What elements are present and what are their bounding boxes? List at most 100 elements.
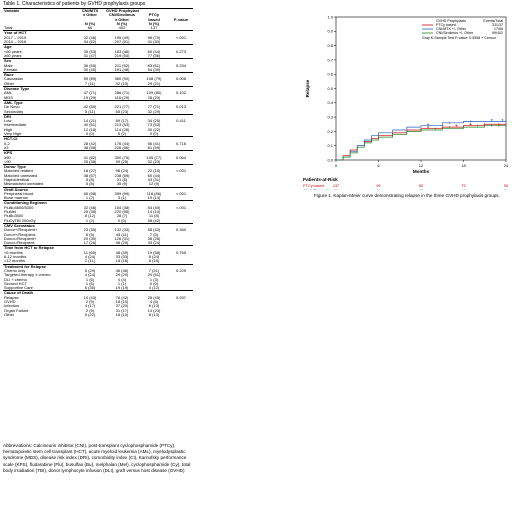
table-row: Peripheral blood 65 (98) 399 (99) 118 (86) <… (3, 192, 193, 196)
censor-mark (501, 118, 504, 122)
table-row: Matched related 18 (27) 98 (24) 22 (16) <.00… (3, 169, 193, 173)
table-row-cell: 22 (16) (147, 169, 161, 174)
section-title-row: KPS (3, 150, 193, 156)
table-row-cell: 213 (53) (114, 123, 130, 128)
section-title-row: Sex (3, 58, 193, 64)
section-title: DRI (3, 113, 193, 120)
censor-mark (490, 118, 494, 122)
table-row-cell: 109 (80) (146, 91, 162, 96)
table-row-cell: >12 months (4, 259, 26, 264)
section-title-row: Year of HCT (3, 30, 193, 36)
table-row-cell: DLI + chemo (4, 277, 27, 282)
table-row-cell: 5 (29) (84, 268, 96, 273)
table-row: >12 months 2 (11) 18 (18) 6 (18) (3, 259, 193, 264)
table-row-cell: 33 (24) (147, 241, 161, 246)
table-row: Mismatched unrelated 5 (8) 35 (9) 12 (9) (3, 182, 193, 187)
table-row-cell: 65 (98) (83, 191, 97, 196)
y-tick-label: 0.0 (327, 157, 333, 162)
table-row-cell: Peripheral blood (4, 191, 34, 196)
table-row-cell: 1 (2) (85, 218, 95, 223)
table-title: Table 1. Characteristics of patients by … (3, 1, 146, 7)
table-row: Organ Failure 2 (9) 31 (17) 14 (23) (3, 309, 193, 313)
table-row-cell: 108 (79) (146, 77, 162, 82)
header-row: ± Other CNI/Sirolimus PTCy (3, 13, 193, 17)
table-row-cell: 0 (0) (117, 218, 127, 223)
table-row-cell: 14 (21) (83, 119, 97, 124)
table-row-cell: 28 (7) (116, 214, 128, 219)
table-row-cell: FluMel (4, 210, 17, 215)
table-row-cell: 0 (0) (149, 281, 159, 286)
table-row-cell: 0-2 (4, 141, 10, 146)
table-row-cell: 47 (71) (83, 91, 97, 96)
table-row-cell: 2 (9) (85, 308, 95, 313)
table-row-cell: 42 (10) (115, 81, 129, 86)
y-tick-label: 0.8 (327, 43, 333, 48)
header-row-cell: N (%) (116, 21, 128, 26)
table-row-cell: 25 (38) (83, 210, 97, 215)
censor-mark (497, 124, 501, 127)
at-risk-value: 80 (419, 184, 423, 188)
table-row-cell: Other (4, 312, 15, 317)
censor-mark (469, 123, 472, 126)
table-row-cell: Chemo only (4, 268, 26, 273)
section-title-row: Age (3, 44, 193, 50)
table-row-cell: ≥60 years (4, 53, 22, 58)
table-row-cell: 41 (62) (83, 155, 97, 160)
table-row-cell: 30 (22) (147, 127, 161, 132)
x-tick-label: 24 (504, 163, 509, 168)
table-row-cell: Infection (4, 304, 20, 309)
table-row-cell: 28 (20) (147, 95, 161, 100)
at-risk-value: 75 (461, 184, 465, 188)
table-row-cell: 211 (52) (114, 63, 130, 68)
censor-mark (483, 123, 486, 126)
y-axis-label: Relapse (305, 79, 310, 97)
table-row-cell: 154 (38) (114, 205, 130, 210)
table-row-cell: 7 (5) (149, 232, 159, 237)
table-row-cell: 36 (55) (83, 63, 97, 68)
table-row-cell: 45 (11) (115, 232, 129, 237)
legend-label: CNI/Sirolimus +/- Other (436, 31, 474, 35)
figure-caption: Figure 1. Kaplan-Meier curve demonstrati… (314, 193, 500, 198)
header-row: ± Other based P-value (3, 18, 193, 22)
table-row: ≥90 41 (62) 300 (75) 105 (77) 0.064 (3, 156, 193, 160)
table-row-cell: 5 (22) (84, 312, 96, 317)
table-row-cell: 59 (89) (83, 77, 97, 82)
table-row-cell: 2017 – 2019 (4, 35, 27, 40)
table-row-cell: 32 (29) (147, 109, 161, 114)
section-title: Donor Type (3, 164, 193, 170)
table-row-cell: 46 (46) (115, 268, 129, 273)
km-curve-2 (336, 125, 506, 161)
table-row-cell: 8 (12) (84, 214, 96, 219)
abbreviations-note: Abbreviations: Calcineurin inhibitor (CN… (3, 443, 191, 473)
table-row-cell: 77 (56) (147, 53, 161, 58)
table-row-cell: Haploidentical (4, 177, 30, 182)
header-row-cell: N (%) (148, 21, 160, 26)
table-row-cell: 286 (71) (114, 91, 130, 96)
header-row-cell: GVHD Prophylaxis (105, 8, 139, 14)
table-row-cell: AML (4, 91, 13, 96)
table-row-cell: Donor+/Recipient+ (4, 228, 38, 233)
table-row-cell: 98 (24) (115, 169, 129, 174)
section-title-row: HCT-CI (3, 136, 193, 142)
legend-label: PTCy based (436, 23, 456, 27)
table-row-cell: ≥90 (4, 155, 11, 160)
table-row-cell: 6 (9) (85, 232, 95, 237)
table-row-cell: 29 (29) (115, 273, 129, 278)
table-row-cell: 37 (20) (115, 304, 129, 309)
table-row-cell: 0.937 (175, 295, 186, 300)
table-row: FluBu3500 8 (12) 28 (7) 11 (8) (3, 214, 193, 218)
table-row-cell: Relapse (4, 295, 19, 300)
table-row: Targeted therapy ± chemo 4 (24) 29 (29) 20 … (3, 273, 193, 277)
table-row: Other 7 (11) 42 (10) 29 (21) (3, 82, 193, 87)
table-row-cell: 0.411 (176, 119, 186, 124)
table-row-cell: 132 (33) (114, 228, 130, 233)
table-row-cell: 30 (45) (83, 67, 97, 72)
y-tick-label: 0.3 (327, 115, 333, 120)
table-row-cell: 19 (14) (147, 196, 161, 201)
table-row-cell: 191 (48) (114, 67, 130, 72)
table-row-cell: 31 (8) (116, 177, 128, 182)
section-title-row: DRI (3, 113, 193, 120)
y-tick-label: 0.6 (327, 72, 333, 77)
legend-header-events: Events/Total (483, 19, 503, 23)
at-risk-value: 51 (376, 189, 380, 190)
